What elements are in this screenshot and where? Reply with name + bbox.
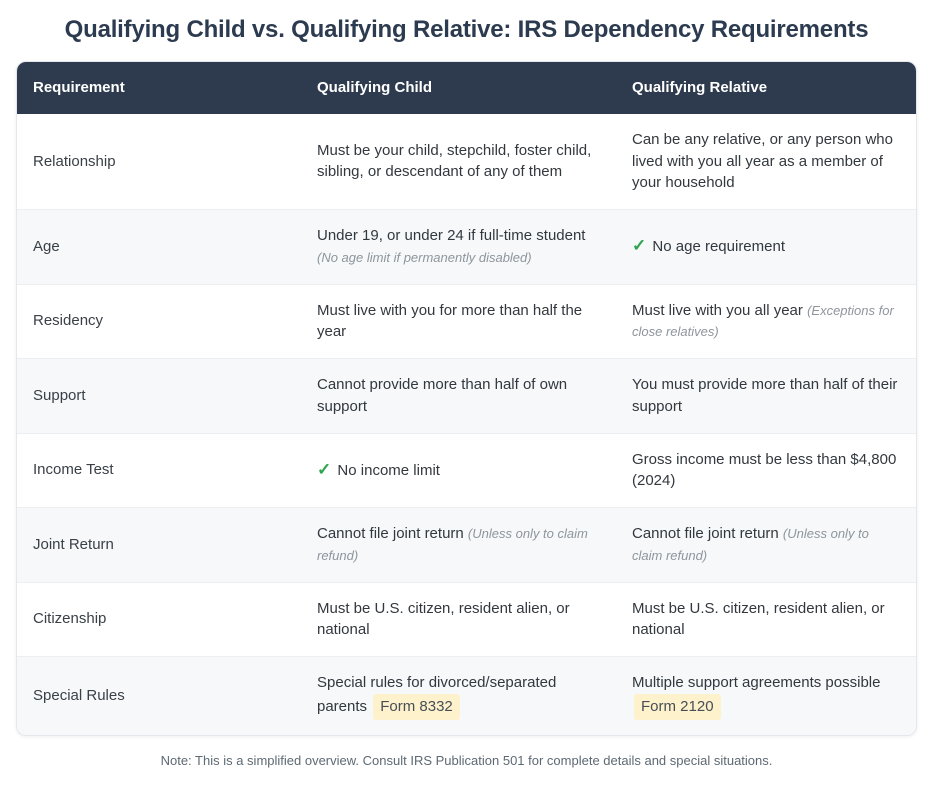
header-cell-qualifying-child: Qualifying Child: [317, 79, 432, 96]
page-title: Qualifying Child vs. Qualifying Relative…: [64, 16, 869, 43]
form-badge: Form 2120: [634, 693, 721, 720]
cell-text: Cannot file joint return: [632, 525, 779, 542]
table-row-special-rules: Special Rules Special rules for divorced…: [17, 656, 916, 735]
cell-text: No income limit: [337, 461, 440, 479]
cell-text: Cannot file joint return: [317, 525, 464, 542]
table-row-residency: Residency Must live with you for more th…: [17, 283, 916, 359]
table-row-citizenship: Citizenship Must be U.S. citizen, reside…: [17, 581, 916, 657]
cell-text: Must be U.S. citizen, resident alien, or…: [632, 599, 885, 639]
cell-text: Gross income must be less than $4,800 (2…: [632, 450, 897, 490]
relative-cell: You must provide more than half of their…: [616, 359, 916, 433]
cell-note: (Unless only to claim refund): [317, 526, 588, 563]
row-label: Income Test: [33, 461, 114, 479]
row-label: Joint Return: [33, 535, 114, 553]
header-cell-qualifying-relative: Qualifying Relative: [632, 79, 768, 96]
cell-text: Multiple support agreements possible: [632, 674, 881, 691]
row-label: Residency: [33, 312, 104, 330]
row-label: Relationship: [33, 152, 116, 170]
cell-note: (Exceptions for close relatives): [632, 302, 894, 340]
cell-text: Must be your child, stepchild, foster ch…: [317, 141, 592, 181]
cell-text: Under 19, or under 24 if full-time stude…: [317, 227, 586, 244]
row-label: Age: [33, 237, 60, 255]
table-row-joint-return: Joint Return Cannot file joint return (U…: [17, 507, 916, 582]
child-cell: Must be your child, stepchild, foster ch…: [301, 125, 616, 199]
table-body: Relationship Must be your child, stepchi…: [17, 113, 916, 735]
row-label: Citizenship: [33, 610, 107, 628]
table-header: Requirement Qualifying Child Qualifying …: [17, 62, 916, 114]
relative-cell: Gross income must be less than $4,800 (2…: [616, 434, 916, 508]
table-row-income-test: Income Test ✓ No income limit Gross inco…: [17, 432, 916, 508]
table-row-relationship: Relationship Must be your child, stepchi…: [17, 113, 916, 209]
child-cell: Must be U.S. citizen, resident alien, or…: [301, 583, 616, 657]
cell-text: You must provide more than half of their…: [632, 376, 898, 415]
cell-note: (No age limit if permanently disabled): [317, 249, 532, 265]
cell-text: Must live with you all year: [632, 301, 803, 319]
table-row-support: Support Cannot provide more than half of…: [17, 358, 916, 433]
child-cell: ✓ No income limit: [301, 443, 616, 498]
cell-note: (Unless only to claim refund): [632, 526, 869, 563]
footnote: Note: This is a simplified overview. Con…: [160, 752, 773, 768]
relative-cell: Must be U.S. citizen, resident alien, or…: [616, 583, 916, 657]
relative-cell: Must live with you all year (Exceptions …: [616, 285, 916, 359]
table-row-age: Age Under 19, or under 24 if full-time s…: [17, 209, 916, 284]
row-label: Special Rules: [33, 686, 125, 704]
cell-text: Cannot provide more than half of own sup…: [317, 376, 568, 415]
comparison-table: Requirement Qualifying Child Qualifying …: [16, 61, 917, 736]
check-icon: ✓: [317, 459, 332, 479]
cell-text: Can be any relative, or any person who l…: [632, 130, 893, 192]
child-cell: Cannot provide more than half of own sup…: [301, 359, 616, 433]
relative-cell: Can be any relative, or any person who l…: [616, 114, 916, 209]
check-icon: ✓: [632, 236, 647, 256]
relative-cell: Cannot file joint return (Unless only to…: [616, 508, 916, 582]
child-cell: Cannot file joint return (Unless only to…: [301, 508, 616, 582]
form-badge: Form 8332: [373, 693, 460, 720]
child-cell: Must live with you for more than half th…: [301, 285, 616, 359]
relative-cell: Multiple support agreements possible For…: [616, 657, 916, 735]
cell-text: No age requirement: [652, 238, 785, 256]
row-label: Support: [33, 386, 86, 404]
cell-text: Must be U.S. citizen, resident alien, or…: [317, 599, 570, 639]
header-cell-requirement: Requirement: [33, 79, 125, 96]
cell-text: Must live with you for more than half th…: [317, 301, 583, 341]
child-cell: Special rules for divorced/separated par…: [301, 657, 616, 735]
relative-cell: ✓ No age requirement: [616, 219, 916, 274]
cell-text: Special rules for divorced/separated par…: [317, 674, 557, 715]
child-cell: Under 19, or under 24 if full-time stude…: [301, 210, 616, 284]
